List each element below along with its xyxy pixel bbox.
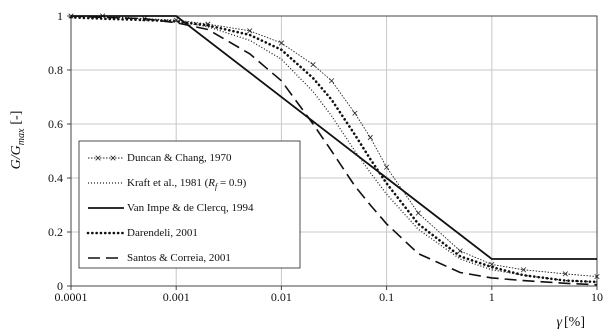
legend-label-santos-correia: Santos & Correia, 2001 — [127, 252, 231, 264]
legend-label-kraft-main: Kraft et al., 1981 ( — [127, 177, 209, 189]
x-axis-title-unit: [%] — [564, 315, 585, 330]
y-tick-label: 0.8 — [48, 63, 63, 77]
y-axis-title-unit: [-] — [9, 111, 24, 125]
legend-label-kraft: Kraft et al., 1981 (Rf = 0.9) — [127, 177, 247, 191]
legend-label-van-impe: Van Impe & de Clercq, 1994 — [127, 202, 254, 214]
x-tick-label: 0.1 — [379, 290, 394, 304]
x-axis-title-main: γ — [556, 315, 562, 330]
y-tick-label: 0.4 — [48, 171, 63, 185]
x-tick-label: 10 — [591, 290, 603, 304]
y-axis-title: G/Gmax [-] — [9, 111, 27, 170]
y-tick-label: 0 — [57, 279, 63, 293]
legend-label-duncan-chang: Duncan & Chang, 1970 — [127, 152, 232, 164]
y-tick-label: 0.2 — [48, 225, 63, 239]
y-tick-label: 1 — [57, 9, 63, 23]
y-axis-title-sub: max — [16, 128, 27, 145]
x-tick-label: 1 — [489, 290, 495, 304]
series-duncan-chang-1970-point — [329, 79, 334, 84]
series-duncan-chang-1970-point — [416, 211, 421, 216]
legend: Duncan & Chang, 1970 Kraft et al., 1981 … — [79, 141, 300, 268]
x-tick-label: 0.01 — [271, 290, 292, 304]
y-tick-label: 0.6 — [48, 117, 63, 131]
series-duncan-chang-1970-point — [311, 62, 316, 67]
x-axis-title: γ[%] — [556, 315, 585, 330]
legend-label-kraft-tail: = 0.9) — [217, 177, 246, 189]
series-duncan-chang-1970-point — [368, 135, 373, 140]
x-tick-label: 0.001 — [163, 290, 190, 304]
series-duncan-chang-1970-point — [458, 249, 463, 254]
series-duncan-chang-1970-point — [353, 111, 358, 116]
legend-label-darendeli: Darendeli, 2001 — [127, 227, 198, 239]
y-axis-title-main: G/G — [9, 145, 24, 169]
